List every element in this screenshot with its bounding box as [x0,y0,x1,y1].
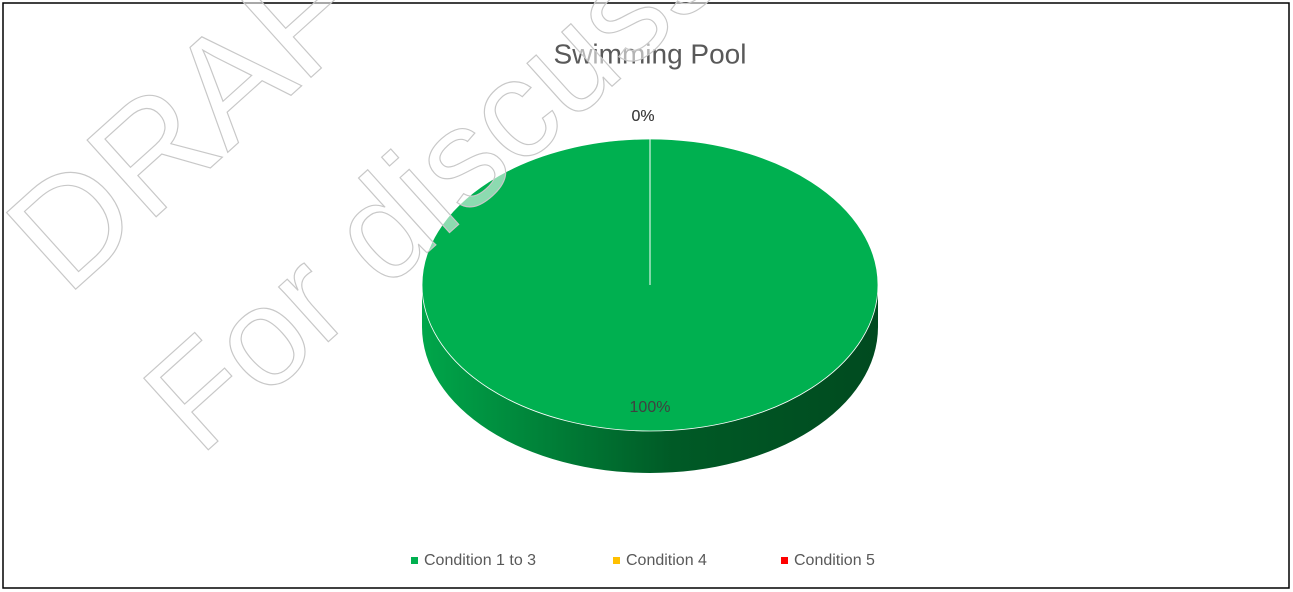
legend-label: Condition 5 [794,552,875,569]
legend-swatch [781,557,788,564]
legend-label: Condition 4 [626,552,707,569]
legend-swatch [613,557,620,564]
legend-label: Condition 1 to 3 [424,552,536,569]
data-label: 0% [631,108,654,125]
chart-title: Swimming Pool [554,38,747,69]
pie [421,138,879,473]
legend: Condition 1 to 3 Condition 4 Condition 5 [411,552,875,569]
data-labels: 100%0%0% [630,108,671,416]
pie-side [422,285,878,473]
data-label: 0% [631,108,654,125]
data-label: 100% [630,399,671,416]
legend-swatch [411,557,418,564]
